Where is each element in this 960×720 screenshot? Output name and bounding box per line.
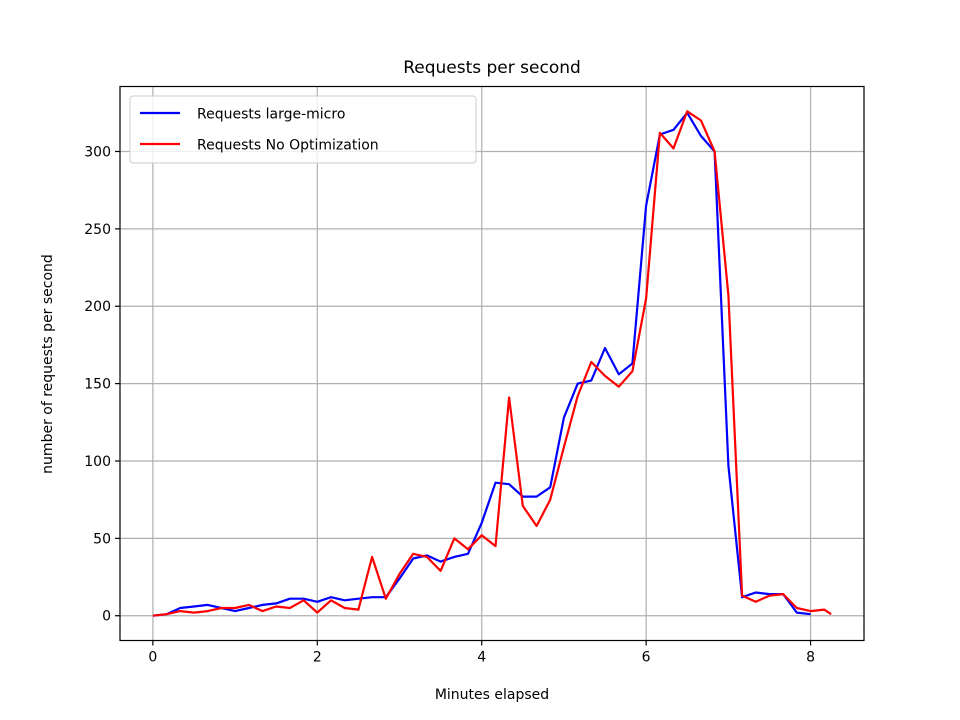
legend-label-no-optimization: Requests No Optimization xyxy=(197,138,379,154)
x-tick-label: 6 xyxy=(642,650,651,666)
series-line-large-micro xyxy=(152,111,811,617)
axis-ticks: 0 2 4 6 8 0 50 100 150 200 250 300 xyxy=(84,144,815,665)
y-axis-label: number of requests per second xyxy=(40,254,56,474)
chart-title: Requests per second xyxy=(403,58,581,78)
x-tick-label: 0 xyxy=(148,650,157,666)
series-lines xyxy=(152,110,832,617)
y-tick-label: 200 xyxy=(84,299,111,315)
y-tick-label: 150 xyxy=(84,377,111,393)
y-tick-label: 100 xyxy=(84,454,111,470)
y-tick-label: 300 xyxy=(84,144,111,160)
legend-label-large-micro: Requests large-micro xyxy=(197,107,345,123)
x-axis-label: Minutes elapsed xyxy=(435,687,549,703)
plot-frame xyxy=(119,85,865,642)
grid xyxy=(120,86,864,641)
series-line-no-optimization xyxy=(152,110,832,617)
y-tick-label: 0 xyxy=(102,609,111,625)
x-tick-label: 2 xyxy=(313,650,322,666)
legend-box xyxy=(129,95,477,164)
x-tick-label: 8 xyxy=(806,650,815,666)
x-tick-label: 4 xyxy=(477,650,486,666)
y-tick-label: 50 xyxy=(93,531,111,547)
y-tick-label: 250 xyxy=(84,222,111,238)
legend: Requests large-micro Requests No Optimiz… xyxy=(129,95,477,164)
